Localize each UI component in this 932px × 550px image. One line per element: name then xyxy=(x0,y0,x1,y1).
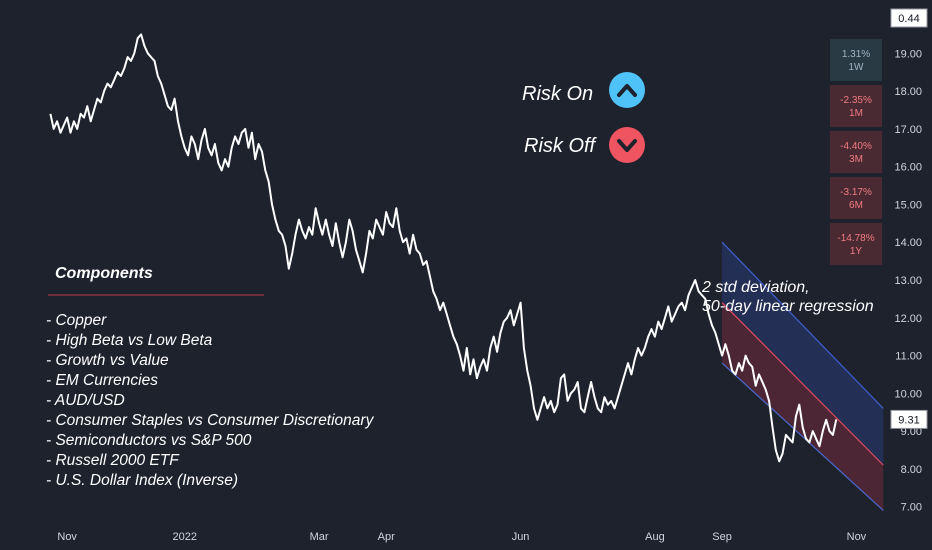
perf-cell xyxy=(830,85,882,127)
last-value-badge-box xyxy=(890,409,928,429)
component-item: - High Beta vs Low Beta xyxy=(46,332,213,349)
series-line xyxy=(49,33,838,463)
component-item: - AUD/USD xyxy=(46,392,125,409)
x-tick-label: Aug xyxy=(645,531,665,543)
risk-off-label: Risk Off xyxy=(524,135,598,157)
y-tick-label: 14.00 xyxy=(894,237,922,249)
component-item: - U.S. Dollar Index (Inverse) xyxy=(46,472,238,489)
x-tick-label: Jun xyxy=(512,531,530,543)
y-tick-label: 17.00 xyxy=(894,124,922,136)
component-item: - EM Currencies xyxy=(46,372,158,389)
component-item: - Copper xyxy=(46,312,107,329)
perf-cell xyxy=(830,131,882,173)
risk-on-label: Risk On xyxy=(522,83,593,105)
y-tick-label: 11.00 xyxy=(895,351,922,363)
x-tick-label: Sep xyxy=(712,531,732,543)
perf-period: 6M xyxy=(849,200,863,211)
perf-period: 1W xyxy=(849,62,865,73)
risk-off-icon xyxy=(609,127,645,163)
perf-period: 1M xyxy=(849,108,863,119)
y-tick-label: 8.00 xyxy=(901,464,922,476)
y-tick-label: 18.00 xyxy=(894,86,922,98)
y-tick-label: 19.00 xyxy=(894,48,922,60)
perf-value: -2.35% xyxy=(840,95,872,106)
perf-cell xyxy=(830,223,882,265)
channel-label-line2: 50-day linear regression xyxy=(702,298,874,315)
channel-upper-band xyxy=(722,242,884,466)
chevron-down-icon xyxy=(617,139,637,152)
perf-cell xyxy=(830,39,882,81)
component-item: - Growth vs Value xyxy=(46,352,169,369)
channel-lower-band xyxy=(722,302,884,511)
last-value-badge: 9.31 xyxy=(898,414,919,426)
perf-value: -3.17% xyxy=(840,187,872,198)
perf-value: -4.40% xyxy=(840,141,872,152)
channel-lower-line xyxy=(721,362,884,511)
component-item: - Russell 2000 ETF xyxy=(46,452,180,469)
x-tick-label: 2022 xyxy=(172,531,196,543)
chevron-up-icon xyxy=(617,84,637,97)
risk-on-icon xyxy=(609,72,645,108)
y-tick-label: 13.00 xyxy=(894,275,922,287)
perf-value: 1.31% xyxy=(842,49,870,60)
perf-period: 1Y xyxy=(850,246,863,257)
channel-label-line1: 2 std deviation, xyxy=(701,279,810,296)
y-tick-label: 9.00 xyxy=(901,426,922,438)
perf-cell xyxy=(830,177,882,219)
x-tick-label: Mar xyxy=(310,531,329,543)
channel-upper-line xyxy=(721,241,884,409)
perf-period: 3M xyxy=(849,154,863,165)
y-tick-label: 10.00 xyxy=(894,388,922,400)
perf-value: -14.78% xyxy=(837,233,874,244)
components-title: Components xyxy=(55,265,153,282)
y-tick-label: 12.00 xyxy=(894,313,922,325)
y-tick-label: 15.00 xyxy=(894,199,922,211)
y-tick-label: 16.00 xyxy=(894,162,922,174)
top-value-badge: 0.44 xyxy=(898,13,919,25)
channel-mid-line xyxy=(721,302,884,466)
x-tick-label: Apr xyxy=(378,531,395,543)
y-tick-label: 7.00 xyxy=(901,502,922,514)
component-item: - Semiconductors vs S&P 500 xyxy=(46,432,252,449)
top-value-badge-box xyxy=(890,8,928,28)
x-tick-label: Nov xyxy=(847,531,867,543)
component-item: - Consumer Staples vs Consumer Discretio… xyxy=(46,412,375,429)
x-tick-label: Nov xyxy=(57,531,77,543)
